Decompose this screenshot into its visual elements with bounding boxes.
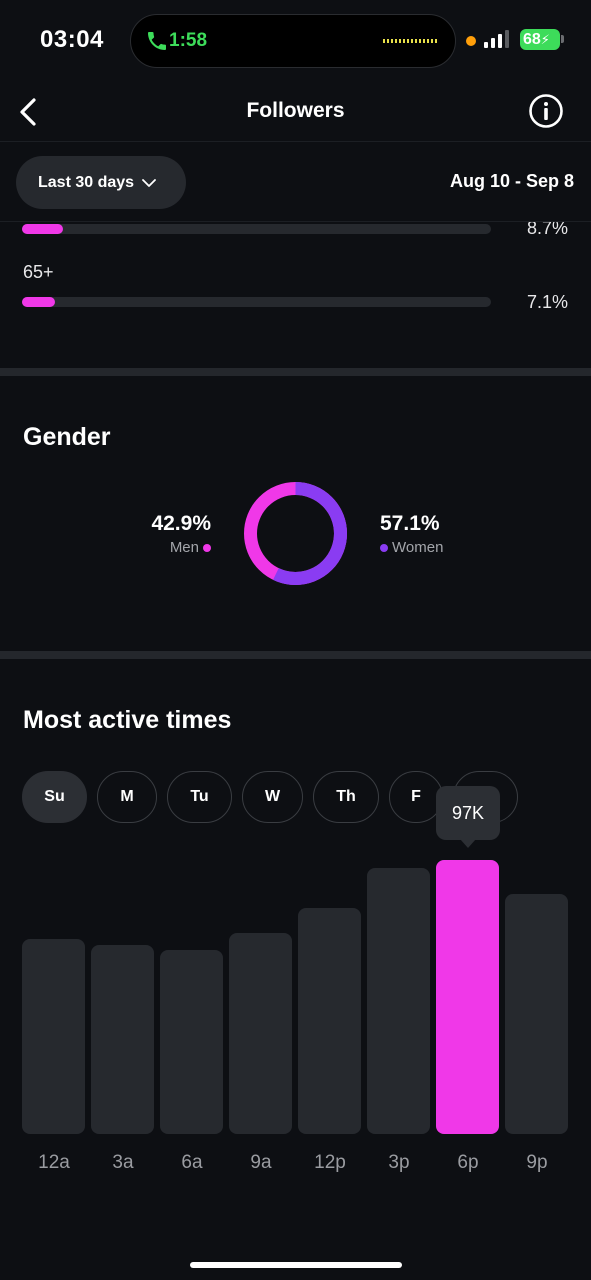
info-icon[interactable] (528, 93, 564, 129)
age-percent: 7.1% (526, 292, 568, 312)
audio-waveform-icon (383, 39, 437, 43)
day-pill-label: Th (336, 788, 356, 805)
age-breakdown: 8.7% 65+ 7.1% (0, 222, 591, 362)
gender-donut-chart (244, 482, 347, 585)
x-tick-label: 9a (250, 1152, 272, 1173)
section-divider (0, 368, 591, 376)
x-tick-label: 6p (457, 1152, 479, 1173)
filter-divider (0, 221, 591, 222)
age-label: 65+ (23, 262, 54, 282)
day-pill-label: Tu (190, 788, 209, 805)
x-tick-label: 12a (38, 1152, 70, 1173)
age-bar-fill (22, 297, 55, 307)
date-range-dropdown-label: Last 30 days (38, 173, 135, 191)
day-pill-label: W (264, 788, 281, 805)
chart-bar-12p[interactable] (298, 908, 361, 1134)
x-tick-label: 9p (526, 1152, 548, 1173)
day-pill-label: M (120, 788, 134, 805)
chart-bar-9p[interactable] (505, 894, 568, 1134)
section-divider (0, 651, 591, 659)
bar-tooltip-value: 97K (451, 802, 485, 823)
date-range-dropdown[interactable]: Last 30 days (16, 156, 186, 209)
chart-bar-3a[interactable] (91, 945, 154, 1134)
age-bar-fill (22, 224, 63, 234)
men-label: Men (169, 539, 199, 556)
charging-bolt-icon: ⚡ (540, 32, 550, 47)
women-legend: Women (380, 539, 443, 556)
chevron-down-icon (142, 178, 156, 187)
battery-level: 68 (523, 31, 541, 48)
day-pill-label: Su (44, 788, 65, 805)
phone-icon (148, 32, 166, 50)
battery-icon: 68⚡ (520, 29, 560, 50)
gender-section-title: Gender (23, 423, 111, 451)
x-tick-label: 3a (112, 1152, 134, 1173)
men-percent: 42.9% (151, 512, 211, 535)
women-percent: 57.1% (380, 512, 440, 535)
age-bar-track (22, 224, 491, 234)
chart-bar-6p[interactable] (436, 860, 499, 1134)
age-percent: 8.7% (526, 222, 568, 238)
age-bar-track (22, 297, 491, 307)
call-duration: 1:58 (169, 30, 208, 51)
dynamic-island-call[interactable]: 1:58 (130, 14, 456, 68)
home-indicator (190, 1262, 402, 1268)
bar-tooltip: 97K (436, 786, 500, 840)
chart-bar-3p[interactable] (367, 868, 430, 1134)
bar-tooltip-arrow (460, 839, 476, 848)
cellular-signal-icon (484, 30, 509, 48)
battery-tip (561, 35, 564, 43)
day-pill-label: F (411, 788, 421, 805)
day-pill-th[interactable]: Th (313, 771, 379, 823)
chart-bar-9a[interactable] (229, 933, 292, 1134)
x-tick-label: 3p (388, 1152, 410, 1173)
men-legend: Men (170, 539, 211, 556)
day-pill-tu[interactable]: Tu (167, 771, 232, 823)
women-legend-dot (380, 543, 388, 552)
active-times-title: Most active times (23, 706, 232, 734)
status-bar: 03:04 1:58 68⚡ (0, 0, 591, 80)
page-title: Followers (246, 99, 345, 122)
active-times-chart (0, 830, 591, 1180)
day-pill-su[interactable]: Su (22, 771, 87, 823)
x-tick-label: 12p (314, 1152, 346, 1173)
men-legend-dot (203, 543, 211, 552)
status-clock: 03:04 (40, 26, 104, 53)
back-arrow-icon[interactable] (12, 92, 48, 132)
day-pill-w[interactable]: W (242, 771, 303, 823)
top-nav: Followers (0, 82, 591, 142)
day-pill-f[interactable]: F (389, 771, 443, 823)
chart-bar-12a[interactable] (22, 939, 85, 1134)
day-pill-m[interactable]: M (97, 771, 157, 823)
date-range-text: Aug 10 - Sep 8 (449, 171, 574, 191)
donut-women-segment (244, 482, 347, 585)
x-tick-label: 6a (181, 1152, 203, 1173)
mic-indicator-icon (466, 36, 476, 46)
women-label: Women (392, 539, 444, 556)
chart-bar-6a[interactable] (160, 950, 223, 1134)
